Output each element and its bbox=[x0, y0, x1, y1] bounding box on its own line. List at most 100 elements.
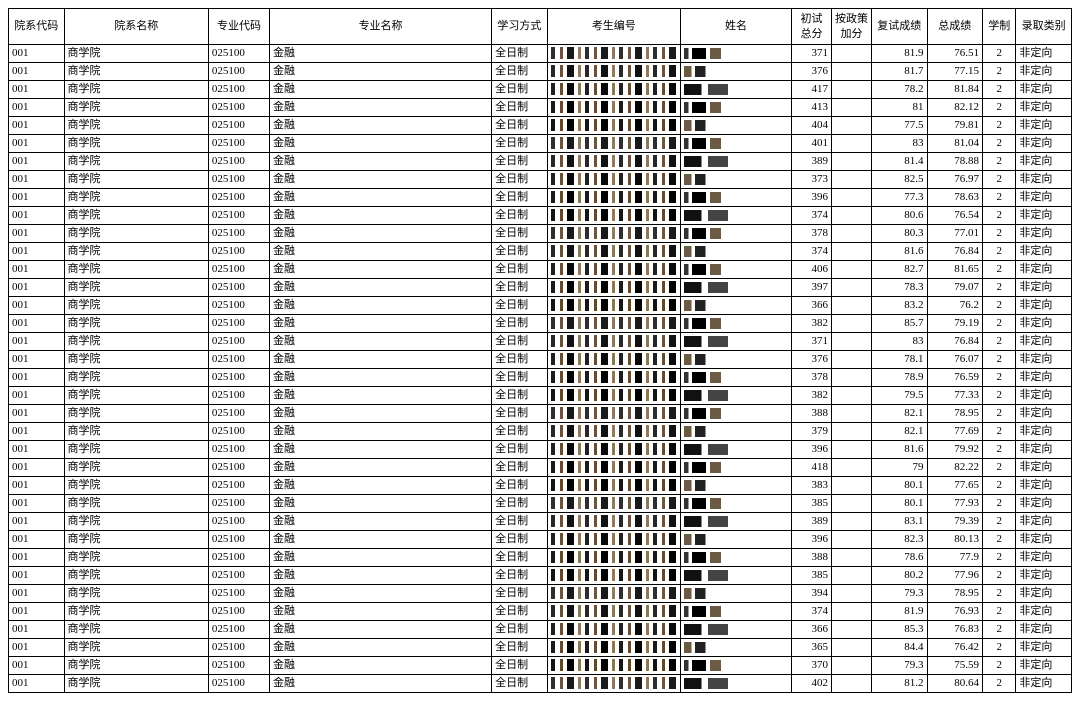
cell-admit: 非定向 bbox=[1016, 675, 1072, 693]
cell-prelim: 385 bbox=[792, 495, 832, 513]
cell-major-name: 金融 bbox=[270, 549, 492, 567]
cell-dept-name: 商学院 bbox=[64, 63, 208, 81]
redacted-name bbox=[684, 192, 721, 203]
cell-major-name: 金融 bbox=[270, 297, 492, 315]
cell-dept-name: 商学院 bbox=[64, 351, 208, 369]
cell-dept-code: 001 bbox=[9, 387, 65, 405]
table-row: 001商学院025100金融全日制4018381.042非定向 bbox=[9, 135, 1072, 153]
redacted-exam-no bbox=[551, 443, 677, 455]
cell-admit: 非定向 bbox=[1016, 99, 1072, 117]
table-header-row: 院系代码院系名称专业代码专业名称学习方式考生编号姓名初试总分按政策加分复试成绩总… bbox=[9, 9, 1072, 45]
cell-major-code: 025100 bbox=[208, 567, 269, 585]
table-body: 001商学院025100金融全日制37181.976.512非定向001商学院0… bbox=[9, 45, 1072, 693]
cell-years: 2 bbox=[983, 603, 1016, 621]
redacted-exam-no bbox=[551, 605, 677, 617]
cell-dept-code: 001 bbox=[9, 45, 65, 63]
cell-admit: 非定向 bbox=[1016, 279, 1072, 297]
cell-name bbox=[680, 63, 791, 81]
cell-total: 79.19 bbox=[927, 315, 983, 333]
cell-prelim: 374 bbox=[792, 603, 832, 621]
redacted-exam-no bbox=[551, 497, 677, 509]
cell-policy-bonus bbox=[832, 189, 872, 207]
table-row: 001商学院025100金融全日制38882.178.952非定向 bbox=[9, 405, 1072, 423]
cell-name bbox=[680, 207, 791, 225]
cell-prelim: 383 bbox=[792, 477, 832, 495]
redacted-name bbox=[684, 138, 721, 149]
redacted-name bbox=[684, 120, 715, 131]
cell-retest: 85.7 bbox=[871, 315, 927, 333]
cell-exam-no bbox=[547, 405, 680, 423]
cell-dept-code: 001 bbox=[9, 531, 65, 549]
cell-years: 2 bbox=[983, 81, 1016, 99]
cell-exam-no bbox=[547, 297, 680, 315]
redacted-exam-no bbox=[551, 317, 677, 329]
redacted-exam-no bbox=[551, 407, 677, 419]
redacted-exam-no bbox=[551, 551, 677, 563]
cell-name bbox=[680, 603, 791, 621]
cell-exam-no bbox=[547, 135, 680, 153]
cell-dept-name: 商学院 bbox=[64, 459, 208, 477]
cell-retest: 85.3 bbox=[871, 621, 927, 639]
table-row: 001商学院025100金融全日制38279.577.332非定向 bbox=[9, 387, 1072, 405]
cell-policy-bonus bbox=[832, 351, 872, 369]
redacted-name bbox=[684, 588, 715, 599]
cell-major-name: 金融 bbox=[270, 387, 492, 405]
cell-study-mode: 全日制 bbox=[492, 63, 548, 81]
cell-dept-name: 商学院 bbox=[64, 99, 208, 117]
cell-total: 77.9 bbox=[927, 549, 983, 567]
cell-dept-name: 商学院 bbox=[64, 333, 208, 351]
cell-major-name: 金融 bbox=[270, 621, 492, 639]
cell-dept-name: 商学院 bbox=[64, 315, 208, 333]
cell-exam-no bbox=[547, 423, 680, 441]
cell-major-code: 025100 bbox=[208, 153, 269, 171]
cell-retest: 79.5 bbox=[871, 387, 927, 405]
cell-admit: 非定向 bbox=[1016, 207, 1072, 225]
cell-admit: 非定向 bbox=[1016, 657, 1072, 675]
cell-major-name: 金融 bbox=[270, 81, 492, 99]
cell-dept-name: 商学院 bbox=[64, 135, 208, 153]
table-row: 001商学院025100金融全日制4187982.222非定向 bbox=[9, 459, 1072, 477]
cell-total: 82.22 bbox=[927, 459, 983, 477]
cell-admit: 非定向 bbox=[1016, 405, 1072, 423]
cell-retest: 82.5 bbox=[871, 171, 927, 189]
cell-study-mode: 全日制 bbox=[492, 549, 548, 567]
cell-study-mode: 全日制 bbox=[492, 333, 548, 351]
cell-total: 81.84 bbox=[927, 81, 983, 99]
cell-major-name: 金融 bbox=[270, 243, 492, 261]
cell-total: 76.07 bbox=[927, 351, 983, 369]
cell-prelim: 397 bbox=[792, 279, 832, 297]
cell-years: 2 bbox=[983, 225, 1016, 243]
cell-retest: 81.2 bbox=[871, 675, 927, 693]
cell-dept-code: 001 bbox=[9, 279, 65, 297]
cell-retest: 79.3 bbox=[871, 657, 927, 675]
cell-dept-name: 商学院 bbox=[64, 639, 208, 657]
cell-prelim: 402 bbox=[792, 675, 832, 693]
cell-dept-name: 商学院 bbox=[64, 657, 208, 675]
cell-prelim: 365 bbox=[792, 639, 832, 657]
cell-retest: 78.2 bbox=[871, 81, 927, 99]
redacted-exam-no bbox=[551, 389, 677, 401]
cell-name bbox=[680, 513, 791, 531]
table-row: 001商学院025100金融全日制40477.579.812非定向 bbox=[9, 117, 1072, 135]
cell-major-code: 025100 bbox=[208, 495, 269, 513]
cell-total: 77.65 bbox=[927, 477, 983, 495]
cell-major-name: 金融 bbox=[270, 639, 492, 657]
cell-years: 2 bbox=[983, 207, 1016, 225]
cell-name bbox=[680, 117, 791, 135]
table-row: 001商学院025100金融全日制3718376.842非定向 bbox=[9, 333, 1072, 351]
cell-major-name: 金融 bbox=[270, 99, 492, 117]
cell-major-name: 金融 bbox=[270, 585, 492, 603]
redacted-exam-no bbox=[551, 533, 677, 545]
cell-dept-name: 商学院 bbox=[64, 369, 208, 387]
cell-name bbox=[680, 585, 791, 603]
cell-major-code: 025100 bbox=[208, 549, 269, 567]
table-row: 001商学院025100金融全日制37181.976.512非定向 bbox=[9, 45, 1072, 63]
cell-study-mode: 全日制 bbox=[492, 135, 548, 153]
cell-major-name: 金融 bbox=[270, 657, 492, 675]
cell-prelim: 396 bbox=[792, 441, 832, 459]
col-header-policy_bonus: 按政策加分 bbox=[832, 9, 872, 45]
cell-major-name: 金融 bbox=[270, 171, 492, 189]
cell-major-name: 金融 bbox=[270, 225, 492, 243]
redacted-name bbox=[684, 408, 721, 419]
cell-policy-bonus bbox=[832, 207, 872, 225]
